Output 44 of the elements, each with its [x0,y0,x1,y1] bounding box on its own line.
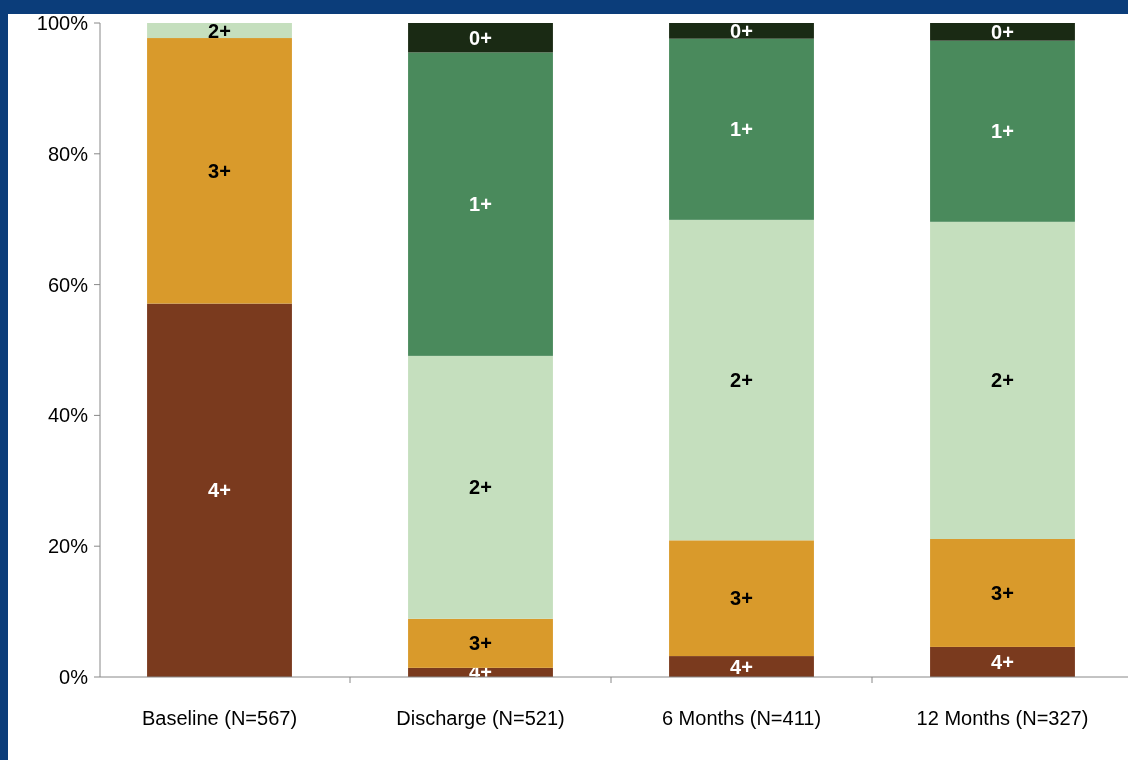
bar [669,38,814,220]
bar [408,355,553,619]
series-label: 1+ [469,193,492,216]
series-label: 3+ [469,632,492,655]
bar [147,303,292,677]
text: 2+ [991,369,1014,392]
text: 1+ [730,118,753,141]
series-label: 4+ [730,655,753,678]
bar [930,40,1075,222]
series-label: 0+ [991,20,1014,43]
bar [147,23,292,39]
bar [930,221,1075,540]
bar [408,618,553,668]
x-tick-label: Discharge (N=521) [396,707,565,729]
y-tick-label: 0% [59,666,89,688]
bar [669,219,814,541]
bar [669,540,814,657]
text: 2+ [730,369,753,392]
text: 0+ [730,19,753,42]
text: 3+ [991,581,1014,604]
x-tick-label: 12 Months (N=327) [916,707,1089,729]
series-label: 2+ [208,19,231,42]
bar [930,23,1075,41]
text: 2+ [469,476,492,499]
y-tick-label: 60% [47,273,89,296]
bar [669,23,814,39]
bar [408,23,553,53]
bar [930,646,1075,677]
text: 4+ [208,479,231,502]
text: 3+ [730,587,753,610]
y-tick-label: 20% [47,535,89,558]
x-tick-label: 6 Months (N=411) [661,707,822,729]
text: 4+ [991,650,1014,673]
text: 0+ [469,26,492,49]
bar [147,38,292,304]
text: 1+ [991,120,1014,143]
bar [930,539,1075,647]
y-tick-label: 40% [47,404,89,427]
bar [408,52,553,356]
y-tick-label: 80% [47,142,89,165]
x-tick-label: Baseline (N=567) [141,707,298,729]
bar [669,656,814,677]
text: 3+ [208,159,231,182]
y-tick-label: 100% [36,12,89,34]
